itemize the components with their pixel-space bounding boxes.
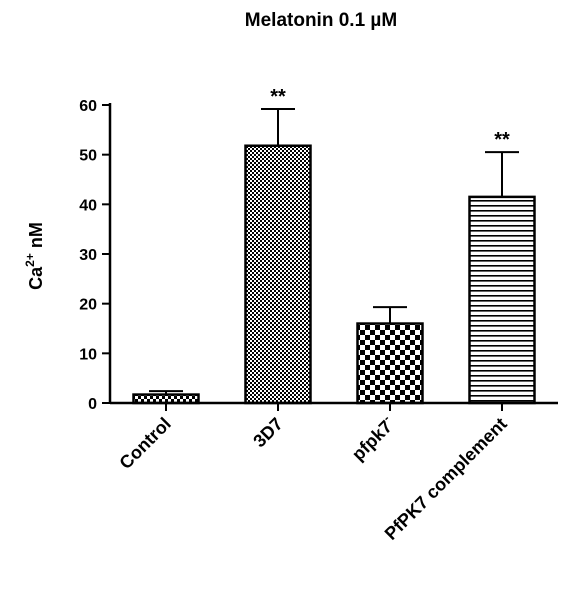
y-axis-label: Ca2+ nM	[23, 222, 46, 290]
bar	[132, 393, 200, 405]
x-axis: Control 3D7 pfpk7-PfPK7 complement	[110, 401, 558, 544]
y-tick-label: 40	[79, 197, 97, 214]
y-axis-label-base: Ca	[26, 266, 46, 290]
y-axis: 0 10 20 30 40 50 60	[79, 98, 112, 413]
y-tick-label: 10	[79, 346, 97, 363]
y-axis-label-unit: nM	[26, 222, 46, 253]
y-tick-label: 50	[79, 148, 97, 165]
x-tick-label-text: Control	[115, 414, 174, 473]
bar	[356, 322, 424, 405]
y-tick-label: 30	[79, 247, 97, 264]
x-tick-label-text: PfPK7 complement	[381, 414, 511, 544]
significance-marker: **	[494, 129, 510, 151]
x-tick-label: PfPK7 complement	[381, 414, 511, 544]
significance-marker: **	[270, 86, 286, 108]
y-tick-label: 0	[88, 396, 97, 413]
x-tick-label: pfpk7-	[346, 412, 399, 465]
y-axis-label-superscript: 2+	[23, 253, 37, 267]
bar	[468, 195, 536, 405]
x-tick-label: Control	[115, 414, 174, 473]
x-tick-label-text: 3D7	[249, 414, 286, 451]
x-tick-label: 3D7	[249, 414, 286, 451]
bars: ** **	[132, 86, 536, 405]
bar	[244, 144, 312, 405]
chart-title: Melatonin 0.1 µM	[245, 10, 397, 31]
y-tick-label: 60	[79, 98, 97, 115]
y-tick-label: 20	[79, 297, 97, 314]
